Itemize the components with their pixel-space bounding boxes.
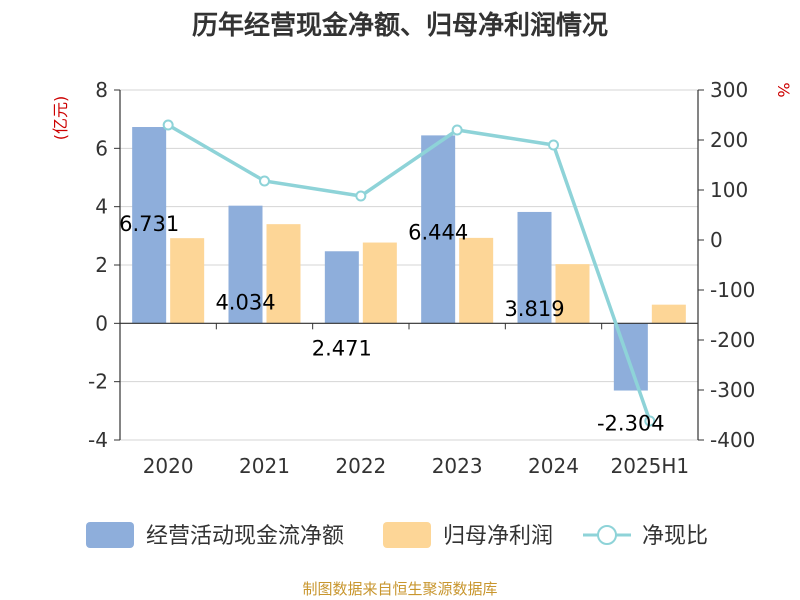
ratio-point [355,190,367,202]
left-tick-label: -2 [88,370,108,394]
right-tick-label: -300 [710,378,755,402]
ratio-point [644,415,656,427]
bar-cashflow [324,251,359,324]
right-tick-label: -400 [710,428,755,452]
ratio-line [162,119,656,427]
x-tick-label: 2023 [432,454,483,478]
bar-net-profit [651,304,686,324]
bar-net-profit [362,242,397,324]
data-label-cashflow: 3.819 [504,297,564,321]
right-tick-label: 300 [710,78,748,102]
right-tick-label: 200 [710,128,748,152]
left-tick-label: 4 [95,195,108,219]
legend-marker-ratio [597,525,617,545]
x-tick-label: 2021 [239,454,290,478]
data-label-cashflow: 6.444 [408,220,468,244]
bar-net-profit [170,238,205,324]
bar-net-profit [555,264,590,324]
right-tick-label: 0 [710,228,723,252]
ratio-line-path [167,123,652,422]
left-tick-label: -4 [88,428,108,452]
bar-cashflow [228,205,263,324]
ratio-point [259,175,270,187]
x-tick-label: 2020 [143,454,194,478]
bar-cashflow [132,127,167,324]
legend: 经营活动现金流净额 归母净利润 净现比 [86,522,708,549]
legend-label-cashflow: 经营活动现金流净额 [146,524,344,549]
ratio-point [162,119,174,131]
data-labels: 6.731 4.034 2.471 6.444 3.819 -2.304 [119,212,665,436]
chart-title: 历年经营现金净额、归母净利润情况 [192,10,608,41]
left-tick-label: 2 [95,253,108,277]
data-label-cashflow: 4.034 [215,291,275,315]
right-tick-label: -200 [710,328,755,352]
bar-cashflow [421,135,456,324]
grid [120,89,698,441]
right-tick-label: 100 [710,178,748,202]
axes: 8 6 4 2 0 -2 -4 300 200 100 0 -100 -200 -300 -400 2020 2… [88,78,755,478]
bar-net-profit [266,224,301,324]
source-note: 制图数据来自恒生聚源数据库 [302,580,497,598]
data-label-cashflow: 2.471 [312,336,372,360]
data-label-cashflow: -2.304 [597,412,665,436]
legend-swatch-net-profit [383,522,431,548]
left-tick-label: 6 [95,136,108,160]
bars [132,127,686,391]
x-tick-label: 2025H1 [610,454,689,478]
right-tick-label: -100 [710,278,755,302]
legend-label-ratio: 净现比 [642,524,708,549]
legend-swatch-cashflow [86,522,134,548]
legend-label-net-profit: 归母净利润 [443,524,553,549]
bar-cashflow [517,211,552,324]
left-axis-unit: (亿元) [51,96,70,141]
data-label-cashflow: 6.731 [119,212,179,236]
ratio-point [548,139,559,151]
x-tick-label: 2024 [528,454,579,478]
right-axis-unit: % [774,82,793,97]
bar-net-profit [459,237,494,324]
ratio-point [451,124,463,136]
left-tick-label: 8 [95,78,108,102]
x-tick-label: 2022 [335,454,386,478]
left-tick-label: 0 [95,311,108,335]
